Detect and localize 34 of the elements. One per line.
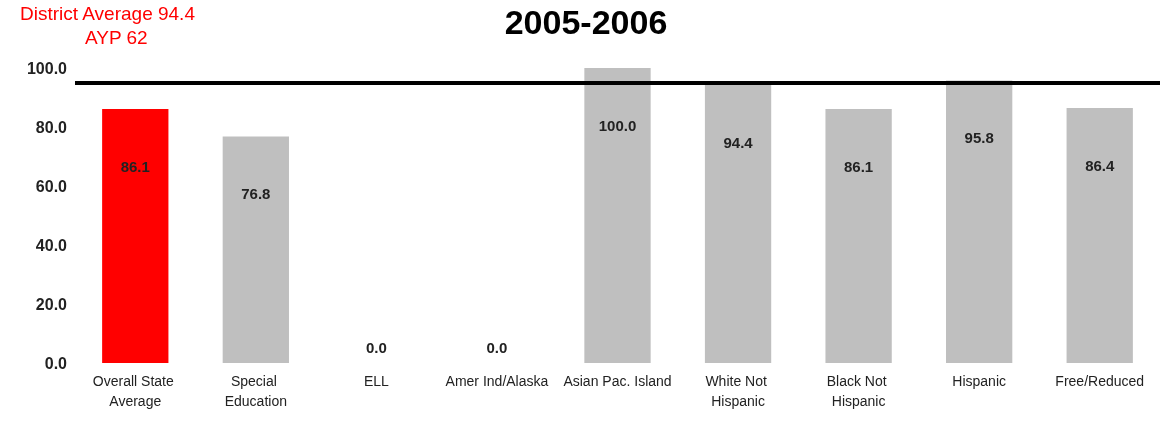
data-label: 0.0 <box>365 339 387 356</box>
y-tick-label: 20.0 <box>35 295 68 313</box>
data-label: 94.4 <box>723 133 754 151</box>
bar <box>704 84 772 363</box>
data-label: 100.0 <box>598 117 637 134</box>
bar <box>825 109 892 363</box>
y-tick-label: 100.0 <box>26 59 68 77</box>
text: AYP 62 <box>85 27 148 48</box>
data-label: 76.8 <box>241 185 271 203</box>
y-tick-label: 60.0 <box>35 177 68 195</box>
data-label: 86.1 <box>844 158 874 176</box>
y-tick-label: 0.0 <box>44 354 68 372</box>
chart-title: 2005-2006 <box>504 3 668 41</box>
data-label: 86.1 <box>120 158 150 176</box>
x-tick-label: Hispanic <box>952 373 1007 389</box>
bar <box>1066 108 1133 363</box>
x-tick-label: Special Education <box>224 373 287 409</box>
text: District Average 94.4 <box>20 3 196 24</box>
x-tick-label: Asian Pac. Island <box>563 373 672 389</box>
x-tick-label: Amer Ind/Alaska <box>445 373 549 389</box>
bar <box>946 80 1013 363</box>
data-label: 86.4 <box>1085 157 1115 175</box>
x-tick-label: Black Not Hispanic <box>826 373 891 409</box>
data-label: 95.8 <box>964 129 994 147</box>
bar <box>584 68 651 363</box>
x-tick-label: Overall State Average <box>92 373 178 409</box>
bar <box>102 109 169 363</box>
bar <box>222 136 289 363</box>
x-tick-label: White Not Hispanic <box>705 373 771 409</box>
y-tick-label: 80.0 <box>35 118 68 136</box>
x-tick-label: ELL <box>363 373 390 389</box>
y-tick-label: 40.0 <box>35 236 68 254</box>
x-tick-label: Free/Reduced <box>1055 373 1145 389</box>
data-label: 0.0 <box>486 339 508 356</box>
